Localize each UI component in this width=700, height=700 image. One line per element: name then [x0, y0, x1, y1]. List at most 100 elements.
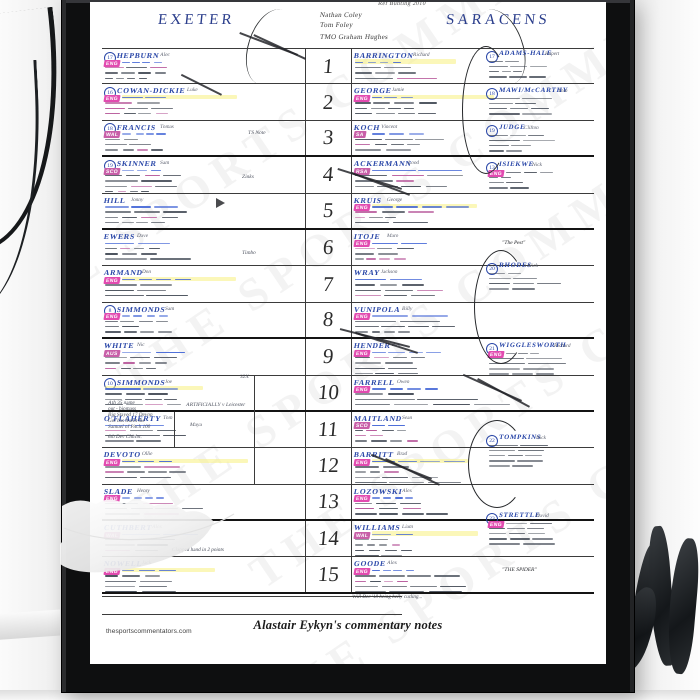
handwritten-note-stroke — [415, 138, 445, 141]
handwritten-note-stroke — [513, 71, 523, 73]
handwritten-note-stroke — [389, 133, 404, 135]
handwritten-note-stroke — [517, 449, 544, 452]
handwritten-note-stroke — [355, 180, 374, 182]
handwritten-note-stroke — [355, 398, 415, 401]
handwritten-note-stroke — [105, 398, 122, 401]
handwritten-note-stroke — [125, 393, 146, 395]
handwritten-note-stroke — [155, 72, 167, 74]
handwritten-note-stroke — [378, 507, 399, 510]
handwritten-note-stroke — [508, 533, 526, 535]
handwritten-note-stroke — [391, 175, 425, 177]
margin-note: Samuel of Pitch 100 — [107, 424, 151, 430]
handwritten-note-stroke — [378, 258, 390, 260]
lamp-base — [0, 609, 60, 641]
handwritten-note-stroke — [105, 206, 130, 208]
handwritten-note-stroke — [355, 112, 372, 115]
handwritten-note-stroke — [105, 429, 126, 432]
handwritten-note-stroke — [421, 206, 443, 208]
handwritten-note-stroke — [378, 253, 399, 255]
handwritten-note-stroke — [513, 277, 537, 280]
lineup-row: HILL Jonny 5 KRUIS George ENG — [102, 193, 594, 230]
handwritten-note-stroke — [149, 66, 168, 69]
handwritten-note-stroke — [515, 102, 536, 105]
handwritten-note-stroke — [399, 320, 440, 323]
handwritten-note-stroke — [396, 206, 419, 208]
handwritten-note-stroke — [105, 284, 137, 286]
home-player-cell: 8 SIMMONDS Sam ENG — [102, 302, 306, 338]
handwritten-note-stroke — [529, 65, 547, 68]
handwritten-note-stroke — [370, 435, 383, 437]
away-player-cell: BARRINGTON Richard — [352, 49, 594, 83]
handwritten-note-stroke — [133, 315, 143, 317]
handwritten-note-stroke — [159, 315, 168, 317]
handwritten-note-stroke — [134, 497, 143, 499]
handwritten-note-stroke — [105, 190, 113, 193]
handwritten-note-stroke — [388, 482, 424, 484]
handwritten-note-stroke — [423, 336, 446, 338]
handwritten-note-stroke — [146, 294, 188, 297]
handwritten-note-stroke — [427, 175, 463, 177]
handwritten-note-stroke — [368, 549, 381, 551]
handwritten-note-stroke — [394, 497, 403, 499]
handwritten-note-stroke — [355, 331, 368, 333]
handwritten-note-stroke — [355, 61, 363, 63]
handwritten-note-stroke — [443, 460, 466, 463]
handwritten-note-stroke — [127, 471, 146, 473]
sheet-rule — [102, 596, 402, 597]
handwritten-note-stroke — [385, 362, 413, 364]
highlight-mark — [372, 458, 469, 464]
handwritten-note-stroke — [411, 315, 448, 317]
handwritten-note-stroke — [529, 76, 547, 78]
floor-surface — [0, 690, 700, 700]
handwritten-note-stroke — [122, 133, 131, 135]
handwritten-note-stroke — [384, 96, 397, 99]
handwritten-note-stroke — [156, 112, 169, 115]
handwritten-note-stroke — [407, 388, 421, 390]
handwritten-note-stroke — [138, 278, 153, 281]
handwritten-note-stroke — [105, 242, 134, 244]
handwritten-note-stroke — [355, 513, 377, 515]
home-player-cell: 10 SIMMONDS Joe — [102, 375, 306, 410]
handwritten-note-stroke — [105, 211, 132, 213]
handwritten-note-stroke — [105, 289, 134, 291]
home-player-cell: 16 COWAN-DICKIE Luke ENG — [102, 84, 306, 120]
position-number-cell: 1 — [306, 49, 352, 84]
handwritten-note-stroke — [527, 527, 545, 530]
margin-note: Timbo — [241, 250, 257, 256]
handwritten-note-stroke — [137, 289, 167, 291]
handwritten-note-stroke — [164, 398, 178, 401]
handwritten-note-stroke — [124, 112, 136, 115]
arrow-annotation-icon — [216, 198, 225, 208]
handwritten-note-stroke — [151, 107, 174, 109]
home-player-cell: DEVOTO Ollie ENG — [102, 448, 306, 484]
sheet-rule — [102, 614, 402, 615]
handwritten-note-stroke — [371, 538, 389, 541]
handwritten-note-stroke — [163, 175, 182, 177]
handwritten-note-stroke — [355, 507, 374, 510]
handwritten-note-stroke — [161, 216, 179, 219]
handwritten-note-stroke — [401, 242, 428, 244]
handwritten-note-stroke — [384, 289, 413, 291]
handwritten-note-stroke — [372, 351, 386, 354]
lineup-row: 19 SKINNER Sam SCO 4 ACKERMANN Lood RSA — [102, 157, 594, 194]
handwritten-note-stroke — [425, 185, 448, 188]
handwritten-note-stroke — [372, 315, 408, 317]
handwritten-note-stroke — [105, 138, 120, 141]
handwritten-note-stroke — [122, 96, 143, 99]
handwritten-note-stroke — [510, 65, 528, 68]
handwritten-note-stroke — [355, 575, 377, 577]
home-subcolumn-divider-2 — [174, 412, 175, 449]
handwritten-note-stroke — [410, 357, 426, 359]
handwritten-note-stroke — [138, 242, 170, 244]
handwritten-note-stroke — [375, 180, 394, 182]
handwritten-note-stroke — [511, 373, 534, 375]
handwritten-note-stroke — [380, 554, 403, 557]
position-number-cell: 4 — [306, 157, 352, 193]
handwritten-note-stroke — [527, 363, 566, 365]
handwritten-note-stroke — [132, 61, 141, 63]
away-player-cell: ITOJE Maro ENG "The Pest" — [352, 230, 594, 265]
handwritten-note-stroke — [122, 61, 130, 63]
handwritten-note-stroke — [403, 107, 415, 109]
handwritten-note-stroke — [389, 591, 425, 592]
handwritten-note-stroke — [401, 336, 421, 338]
